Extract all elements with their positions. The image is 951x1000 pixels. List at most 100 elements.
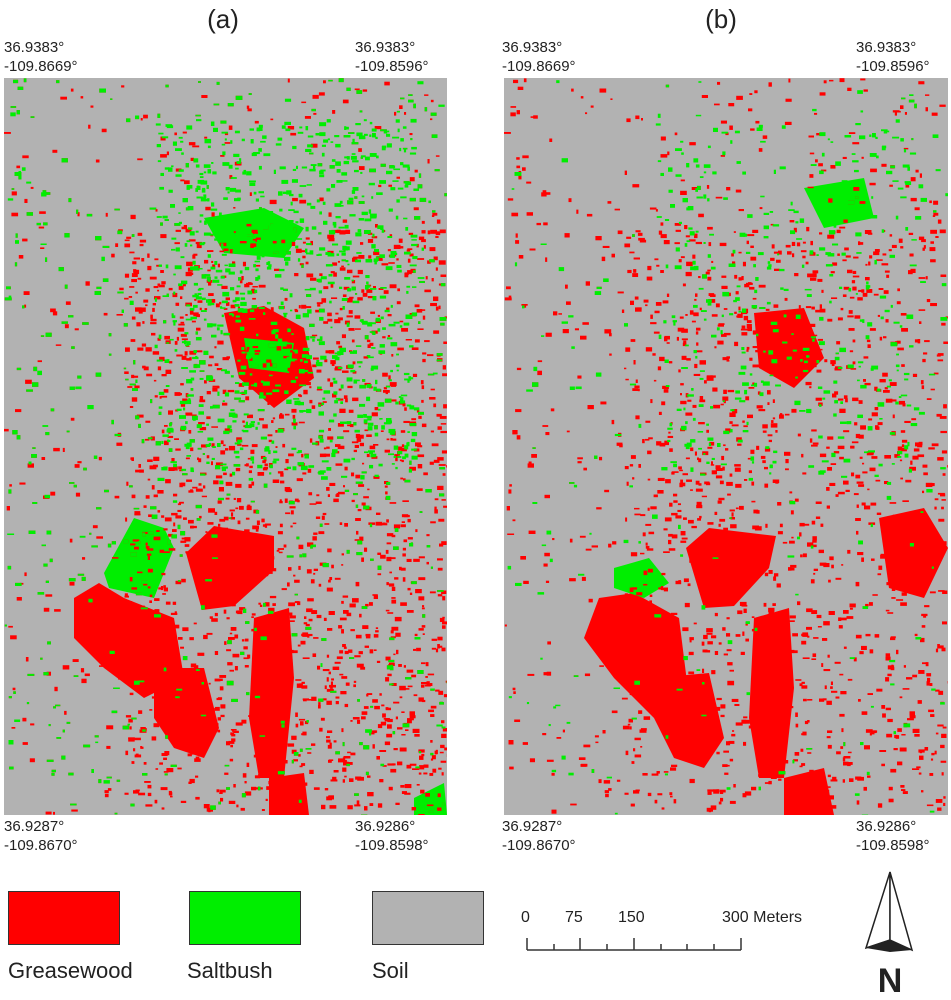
classified-pixel — [876, 512, 882, 515]
classified-pixel — [231, 604, 236, 607]
classified-pixel — [291, 422, 298, 426]
classified-pixel — [258, 774, 262, 777]
classified-pixel — [329, 300, 332, 304]
classified-pixel — [854, 315, 861, 319]
classified-pixel — [421, 423, 427, 428]
classified-pixel — [304, 381, 311, 386]
classified-pixel — [716, 751, 720, 755]
classified-pixel — [88, 124, 91, 129]
classified-pixel — [150, 318, 157, 322]
classified-pixel — [345, 240, 352, 245]
classified-pixel — [392, 180, 399, 182]
classified-pixel — [125, 517, 128, 522]
classified-pixel — [750, 245, 754, 248]
classified-pixel — [342, 370, 349, 373]
classified-pixel — [228, 263, 236, 267]
classified-pixel — [201, 751, 206, 756]
classified-pixel — [284, 297, 288, 301]
classified-pixel — [930, 388, 935, 391]
classified-pixel — [280, 720, 285, 724]
classified-pixel — [313, 532, 318, 535]
classified-pixel — [376, 756, 380, 760]
classified-pixel — [414, 633, 418, 637]
classified-pixel — [791, 408, 797, 413]
classified-pixel — [192, 260, 196, 265]
classified-pixel — [342, 644, 346, 648]
classified-pixel — [272, 399, 275, 403]
classified-pixel — [271, 440, 275, 444]
classified-pixel — [6, 286, 11, 290]
classified-pixel — [424, 340, 430, 343]
classified-pixel — [403, 372, 410, 376]
classified-pixel — [251, 718, 254, 721]
classified-pixel — [776, 346, 782, 351]
classified-pixel — [277, 471, 284, 474]
classified-pixel — [198, 552, 205, 555]
classified-pixel — [871, 558, 875, 561]
classified-pixel — [258, 602, 261, 605]
classified-pixel — [199, 214, 204, 217]
classified-pixel — [374, 126, 382, 130]
classified-pixel — [839, 78, 845, 83]
classified-pixel — [419, 281, 425, 283]
classified-pixel — [326, 587, 333, 592]
classified-pixel — [362, 89, 368, 92]
classified-pixel — [333, 391, 338, 395]
classified-pixel — [201, 297, 206, 301]
classified-pixel — [201, 95, 208, 98]
classified-pixel — [241, 444, 249, 447]
classified-pixel — [320, 355, 327, 360]
classified-pixel — [229, 758, 234, 762]
classified-pixel — [869, 182, 876, 186]
classified-pixel — [743, 741, 747, 746]
classified-pixel — [257, 409, 265, 412]
classified-pixel — [229, 509, 235, 512]
classified-pixel — [133, 748, 136, 752]
classified-pixel — [131, 273, 138, 277]
classified-pixel — [7, 565, 12, 570]
classified-pixel — [185, 446, 190, 450]
classified-pixel — [311, 143, 318, 148]
classified-pixel — [322, 397, 326, 400]
classified-pixel — [442, 596, 446, 601]
classified-pixel — [341, 252, 346, 256]
classified-pixel — [695, 241, 702, 245]
classified-pixel — [842, 779, 845, 783]
classified-pixel — [756, 445, 760, 450]
classified-pixel — [189, 370, 196, 373]
classified-pixel — [852, 270, 857, 274]
classified-pixel — [326, 467, 332, 471]
classified-pixel — [391, 683, 397, 686]
classified-pixel — [922, 490, 925, 494]
classified-pixel — [328, 230, 336, 235]
classified-pixel — [939, 104, 946, 107]
classified-pixel — [694, 233, 698, 239]
classified-pixel — [818, 348, 823, 351]
classified-pixel — [329, 742, 332, 746]
classified-pixel — [240, 651, 245, 655]
classified-pixel — [154, 296, 161, 300]
classified-pixel — [149, 709, 153, 711]
classified-pixel — [929, 247, 936, 252]
classified-pixel — [331, 362, 335, 366]
classified-pixel — [198, 422, 205, 425]
classified-pixel — [717, 340, 724, 345]
classified-pixel — [339, 522, 343, 525]
classified-pixel — [845, 255, 851, 258]
classified-pixel — [22, 717, 27, 722]
classified-pixel — [210, 708, 215, 713]
classified-pixel — [843, 430, 850, 433]
classified-pixel — [426, 534, 430, 537]
classified-pixel — [937, 457, 944, 461]
classified-pixel — [362, 462, 365, 465]
classified-pixel — [333, 223, 337, 228]
classified-pixel — [641, 118, 643, 121]
classified-pixel — [239, 392, 245, 394]
classified-pixel — [720, 403, 724, 406]
classified-pixel — [804, 720, 809, 725]
classified-pixel — [216, 81, 220, 85]
classified-pixel — [330, 690, 337, 693]
classified-pixel — [219, 212, 222, 216]
classified-pixel — [252, 238, 257, 242]
classified-pixel — [902, 688, 910, 690]
